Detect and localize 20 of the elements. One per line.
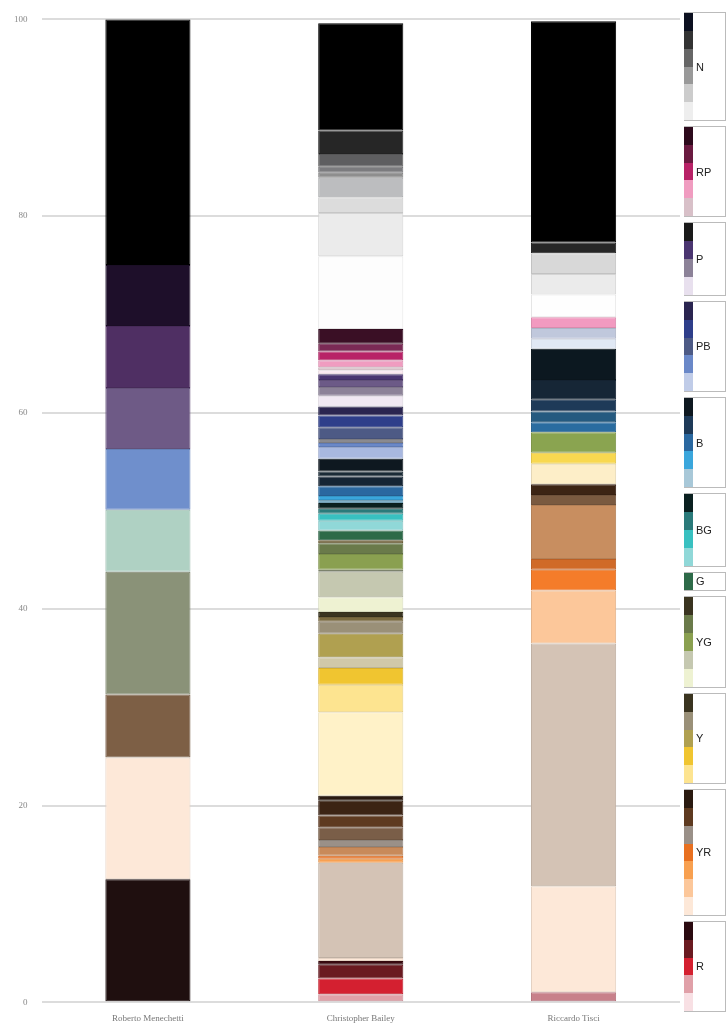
text: P — [696, 253, 704, 265]
text: YG — [696, 636, 712, 649]
text: Y — [696, 732, 704, 745]
y-tick-label: 60 — [18, 406, 28, 417]
text: B — [696, 436, 704, 449]
text: RP — [696, 165, 712, 178]
text: PB — [696, 340, 711, 353]
text: BG — [696, 523, 712, 536]
text: N — [696, 60, 704, 73]
text: G — [696, 575, 705, 588]
x-tick-label: Riccardo Tisci — [547, 1012, 601, 1023]
text: R — [696, 960, 704, 973]
y-tick-label: 0 — [23, 996, 28, 1007]
y-tick-label: 100 — [14, 13, 28, 24]
x-tick-label: Roberto Menechetti — [112, 1012, 185, 1023]
y-tick-label: 40 — [18, 603, 28, 614]
text: YR — [696, 846, 712, 859]
y-tick-label: 20 — [18, 800, 28, 810]
x-tick-label: Christopher Bailey — [326, 1012, 396, 1023]
y-tick-label: 80 — [18, 210, 28, 221]
